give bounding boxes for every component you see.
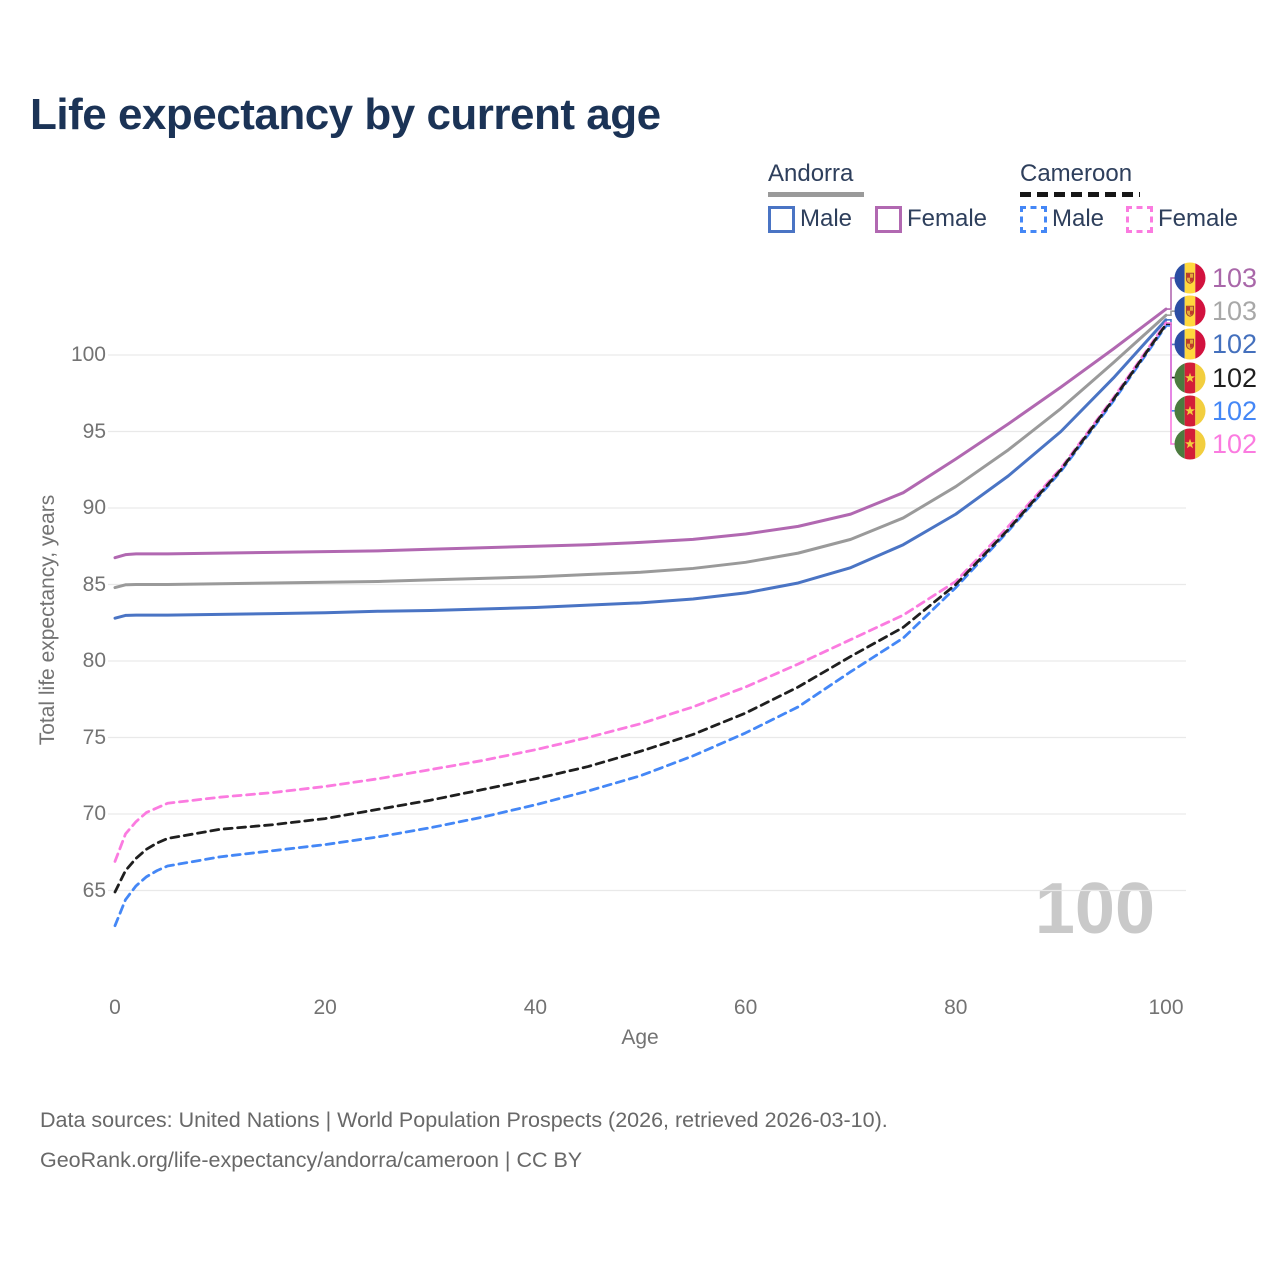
andorra-flag-icon [1174,328,1206,360]
cameroon-flag-icon [1174,362,1206,394]
x-tick-label-0: 0 [109,996,121,1019]
cameroon-flag-icon [1174,428,1206,460]
series-line-andorra-female [113,307,1168,560]
legend-swatch-cameroon-male[interactable] [1020,206,1047,233]
legend-group-andorra-title: Andorra [768,160,854,187]
end-value-andorra-female: 103 [1212,263,1258,293]
x-tick-label-40: 40 [523,996,548,1019]
x-tick-label-100: 100 [1148,996,1184,1019]
end-value-cameroon-both-sexes: 102 [1212,362,1258,393]
legend-swatch-andorra-male[interactable] [768,206,795,233]
legend-label-andorra-female[interactable]: Female [907,205,988,232]
end-value-cameroon-female: 102 [1212,429,1258,459]
series-line-cameroon-both-sexes [113,322,1168,894]
andorra-flag-icon [1174,295,1206,327]
footer-attribution: GeoRank.org/life-expectancy/andorra/came… [40,1148,583,1172]
legend-group-cameroon-title: Cameroon [1020,160,1133,187]
x-tick-label-80: 80 [944,996,968,1019]
series-line-cameroon-male [113,324,1168,928]
legend-swatch-andorra-female[interactable] [875,206,902,233]
y-tick-label-80: 80 [82,649,106,672]
y-tick-label-85: 85 [82,572,106,596]
y-tick-label-75: 75 [82,725,106,749]
end-value-andorra-male: 102 [1212,329,1258,360]
legend-andorra-linestyle-sample [768,192,864,197]
series-line-cameroon-female [113,321,1168,863]
series-line-andorra-male [113,318,1168,620]
x-tick-label-20: 20 [313,996,337,1019]
x-tick-label-60: 60 [733,996,758,1019]
y-axis-title: Total life expectancy, years [36,494,59,746]
y-tick-label-70: 70 [82,802,106,825]
legend-swatch-cameroon-female[interactable] [1126,206,1153,233]
y-tick-label-90: 90 [82,496,106,519]
legend-label-cameroon-male[interactable]: Male [1052,205,1105,232]
leader-line-andorra-female [1166,277,1176,310]
footer-data-sources: Data sources: United Nations | World Pop… [40,1108,888,1132]
y-tick-label-65: 65 [82,878,106,902]
y-tick-label-95: 95 [82,419,106,443]
leader-line-andorra-both-sexes [1166,310,1176,317]
x-axis-title: Age [621,1026,659,1049]
legend-label-andorra-male[interactable]: Male [800,205,853,232]
page-title: Life expectancy by current age [30,90,661,139]
end-value-andorra-both-sexes: 103 [1212,296,1258,327]
cameroon-flag-icon [1174,395,1206,427]
end-value-cameroon-male: 102 [1212,395,1258,426]
andorra-flag-icon [1174,262,1206,294]
leader-line-cameroon-female [1166,322,1176,445]
legend-cameroon-linestyle-sample [1020,192,1140,197]
series-line-andorra-both-sexes [113,313,1168,590]
age-watermark: 100 [1034,869,1155,949]
legend-label-cameroon-female[interactable]: Female [1158,205,1239,232]
y-tick-label-100: 100 [70,343,106,366]
